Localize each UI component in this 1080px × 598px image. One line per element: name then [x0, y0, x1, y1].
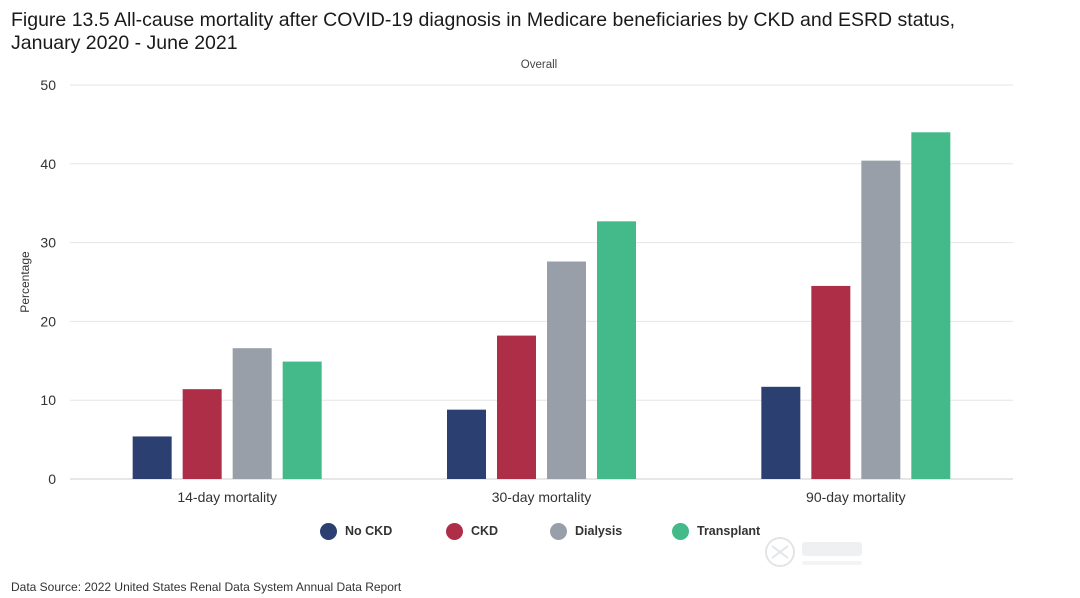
- y-tick-label: 0: [48, 471, 56, 487]
- legend-label: Transplant: [697, 524, 761, 538]
- bar-transplant-3[interactable]: Transplant — 90-day mortality: 44: [911, 132, 951, 479]
- legend-item-transplant[interactable]: Transplant: [672, 518, 760, 544]
- bar-transplant-1[interactable]: Transplant — 14-day mortality: 14.9: [282, 361, 322, 479]
- y-tick-label: 50: [40, 77, 56, 93]
- bar-dialysis-2[interactable]: Dialysis — 30-day mortality: 27.6: [547, 261, 586, 479]
- legend-swatch: [550, 522, 567, 540]
- x-tick-label: 90-day mortality: [806, 489, 906, 505]
- legend-label: Dialysis: [575, 524, 623, 538]
- figure-title: Figure 13.5 All-cause mortality after CO…: [11, 9, 1071, 55]
- bar-dialysis-3[interactable]: Dialysis — 90-day mortality: 40.4: [861, 160, 901, 479]
- legend-item-dialysis[interactable]: Dialysis: [550, 518, 622, 544]
- figure-title-line-2: January 2020 - June 2021: [11, 32, 238, 54]
- legend-item-ckd[interactable]: CKD: [446, 518, 498, 544]
- bar-ckd-3[interactable]: CKD — 90-day mortality: 24.5: [811, 285, 851, 479]
- chart-subtitle: Overall: [521, 59, 557, 71]
- bar-ckd-2[interactable]: CKD — 30-day mortality: 18.2: [497, 335, 536, 479]
- y-tick-label: 40: [40, 156, 56, 172]
- bar-ckd-1[interactable]: CKD — 14-day mortality: 11.4: [182, 389, 222, 479]
- chart-legend: No CKD CKD Dialysis Transplant: [0, 518, 1080, 544]
- x-tick-label: 30-day mortality: [492, 489, 592, 505]
- data-source-note: Data Source: 2022 United States Renal Da…: [11, 580, 402, 594]
- legend-label: No CKD: [345, 524, 393, 538]
- legend-swatch: [672, 522, 689, 540]
- bar-dialysis-1[interactable]: Dialysis — 14-day mortality: 16.6: [232, 348, 272, 479]
- bar-no-ckd-1[interactable]: No CKD — 14-day mortality: 5.4: [132, 436, 172, 479]
- bar-no-ckd-2[interactable]: No CKD — 30-day mortality: 8.8: [447, 409, 486, 479]
- y-axis-label: Percentage: [18, 251, 32, 313]
- watermark-logo: [765, 537, 862, 567]
- y-tick-label: 30: [40, 235, 56, 251]
- bar-no-ckd-3[interactable]: No CKD — 90-day mortality: 11.7: [761, 386, 801, 479]
- bar-transplant-2[interactable]: Transplant — 30-day mortality: 32.7: [597, 221, 636, 479]
- x-tick-label: 14-day mortality: [177, 489, 277, 505]
- legend-swatch: [320, 522, 337, 540]
- y-tick-label: 20: [40, 313, 56, 329]
- legend-label: CKD: [471, 524, 499, 538]
- legend-item-no-ckd[interactable]: No CKD: [320, 518, 392, 544]
- y-tick-label: 10: [40, 392, 56, 408]
- figure-title-line-1: Figure 13.5 All-cause mortality after CO…: [11, 9, 955, 31]
- legend-swatch: [446, 522, 463, 540]
